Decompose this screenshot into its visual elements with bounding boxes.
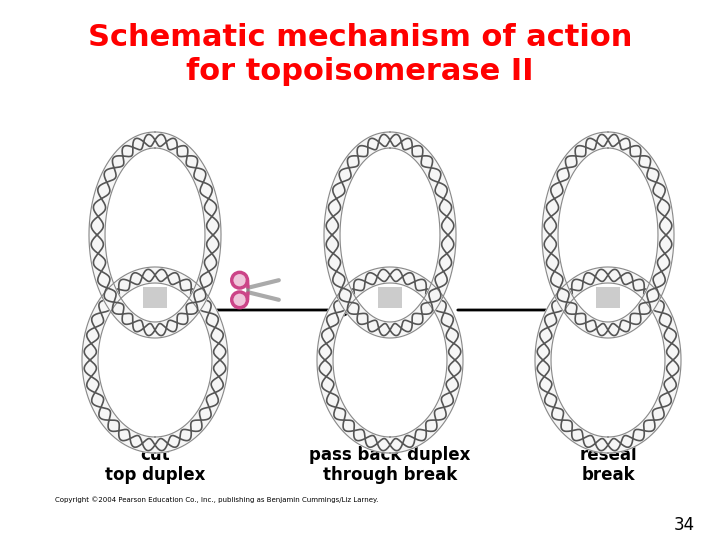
Polygon shape bbox=[324, 132, 456, 338]
Text: top duplex: top duplex bbox=[105, 466, 205, 484]
Text: pass back duplex: pass back duplex bbox=[310, 446, 471, 464]
Polygon shape bbox=[535, 267, 681, 453]
Text: Schematic mechanism of action: Schematic mechanism of action bbox=[88, 24, 632, 52]
Polygon shape bbox=[317, 267, 463, 453]
Polygon shape bbox=[535, 267, 681, 453]
Polygon shape bbox=[324, 132, 456, 338]
Text: break: break bbox=[581, 466, 635, 484]
Polygon shape bbox=[542, 132, 674, 338]
Text: through break: through break bbox=[323, 466, 457, 484]
Polygon shape bbox=[379, 287, 402, 308]
Polygon shape bbox=[82, 267, 228, 453]
Circle shape bbox=[233, 274, 246, 286]
Polygon shape bbox=[82, 267, 228, 453]
Circle shape bbox=[233, 294, 246, 306]
Polygon shape bbox=[89, 132, 221, 338]
Polygon shape bbox=[89, 132, 221, 338]
Text: for topoisomerase II: for topoisomerase II bbox=[186, 57, 534, 86]
Polygon shape bbox=[317, 267, 463, 453]
Text: cut: cut bbox=[140, 446, 170, 464]
Circle shape bbox=[246, 288, 250, 292]
Text: reseal: reseal bbox=[579, 446, 636, 464]
Polygon shape bbox=[596, 287, 619, 308]
Polygon shape bbox=[143, 287, 166, 308]
Text: 34: 34 bbox=[674, 516, 695, 534]
Text: Copyright ©2004 Pearson Education Co., Inc., publishing as Benjamin Cummings/Liz: Copyright ©2004 Pearson Education Co., I… bbox=[55, 497, 379, 503]
Polygon shape bbox=[542, 132, 674, 338]
